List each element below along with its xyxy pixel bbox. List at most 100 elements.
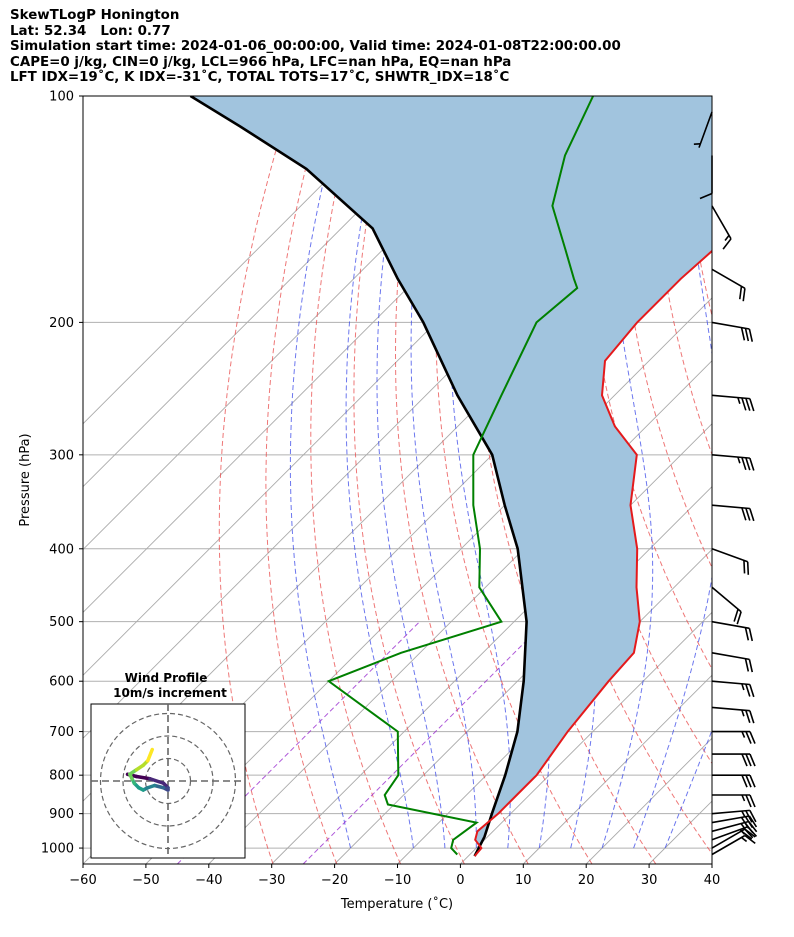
dry-adiabat-line [616, 96, 712, 569]
wind-barb-staff [711, 834, 746, 856]
chart-title: SkewTLogP Honington [10, 8, 180, 23]
wind-barb-half-feather [724, 234, 730, 241]
wind-barb-full-feather [741, 457, 747, 471]
wind-barb-staff [711, 394, 750, 400]
axes: −60 −50 −40 −30 −20 −10 0 10 20 30 40 100 200 300 400 5… [41, 90, 720, 889]
wind-barb-staff [711, 706, 750, 712]
wind-barb-full-feather [749, 794, 756, 808]
y-tick-label: 100 [49, 90, 74, 105]
x-axis-label: Temperature (˚C) [340, 896, 453, 912]
x-tick-label: −10 [384, 873, 411, 888]
wind-barb-staff [711, 815, 750, 824]
wind-barb-full-feather [746, 561, 750, 575]
wind-barb [699, 155, 713, 200]
wind-barb-full-feather [738, 286, 743, 300]
wind-barb-staff [711, 586, 742, 613]
wind-barb-staff [711, 620, 750, 630]
wind-barb-full-feather [743, 827, 754, 839]
dry-adiabat-line [353, 96, 465, 864]
moist-adiabat-line [376, 96, 446, 849]
x-tick-label: 30 [641, 873, 658, 888]
wind-barb-staff [711, 454, 750, 459]
wind-barb [711, 815, 758, 829]
cape-cin-shading [190, 96, 712, 857]
dry-adiabat-line [218, 96, 293, 864]
mixing-ratio-line [302, 531, 636, 864]
wind-barb-half-feather [740, 836, 748, 843]
wind-barb-staff [711, 205, 732, 240]
x-tick-label: −50 [132, 873, 159, 888]
wind-barb-half-feather [737, 397, 741, 405]
x-tick-label: 40 [704, 873, 721, 888]
time-line: Simulation start time: 2024-01-06_00:00:… [10, 39, 621, 54]
moist-adiabat-line [345, 96, 414, 849]
wind-barb-full-feather [741, 774, 748, 788]
moist-adiabat-line [410, 96, 477, 849]
wind-barb-full-feather [741, 397, 747, 411]
isotherm-line [83, 96, 474, 488]
wind-barb-full-feather [745, 753, 752, 767]
wind-barb-full-feather [745, 683, 751, 697]
wind-barb-staff [711, 828, 746, 849]
wind-barb-full-feather [745, 507, 751, 521]
wind-barb [711, 809, 757, 823]
wind-barb-full-feather [742, 288, 746, 302]
wind-barb-full-feather [748, 628, 754, 642]
wind-barb-staff [711, 820, 749, 833]
isotherm-line [271, 423, 712, 864]
temperature-line [473, 249, 712, 857]
wind-barb [711, 454, 755, 471]
wind-barbs [693, 111, 758, 856]
y-tick-label: 200 [49, 316, 74, 331]
y-axis-label: Pressure (hPa) [18, 433, 33, 526]
wind-barb-full-feather [749, 457, 755, 471]
inset-content [91, 704, 245, 858]
wind-barb-full-feather [745, 457, 751, 471]
wind-barb [693, 111, 713, 148]
wind-barb-full-feather [743, 560, 746, 574]
hodograph-segment [146, 747, 154, 763]
y-tick-label: 400 [49, 542, 74, 557]
y-tick-label: 1000 [41, 842, 74, 857]
wind-barb [711, 394, 755, 412]
wind-barb-half-feather [741, 683, 745, 691]
wind-barb-half-feather [737, 456, 741, 464]
y-tick-label: 800 [49, 769, 74, 784]
wind-barb-half-feather [741, 810, 746, 818]
wind-barb-staff [711, 321, 750, 330]
moist-adiabat-line [449, 96, 511, 849]
wind-barb-full-feather [744, 816, 754, 829]
wind-barb-full-feather [741, 507, 747, 521]
wind-barb-full-feather [749, 508, 755, 522]
wind-barb-full-feather [749, 753, 756, 767]
indices-line: LFT IDX=19˚C, K IDX=-31˚C, TOTAL TOTS=17… [10, 70, 510, 85]
dry-adiabat-line [547, 96, 712, 765]
wind-barb [711, 652, 754, 673]
wind-barb [711, 548, 750, 575]
wind-barb [711, 706, 755, 724]
wind-barb-half-feather [741, 794, 746, 802]
wind-barb-half-feather [741, 731, 746, 738]
wind-barb [711, 504, 755, 522]
wind-barb-full-feather [722, 238, 732, 250]
profile-series [189, 96, 712, 857]
wind-barb [712, 774, 756, 788]
y-tick-label: 700 [49, 725, 74, 740]
wind-profile-inset [90, 703, 246, 859]
wind-barb [711, 586, 742, 625]
moist-adiabat-line [289, 96, 351, 849]
x-tick-label: 10 [515, 873, 532, 888]
isotherm-line [711, 863, 712, 864]
wind-barb-full-feather [748, 659, 754, 673]
location-line: Lat: 52.34 Lon: 0.77 [10, 23, 171, 39]
wind-barb [711, 268, 746, 302]
wind-barb [711, 620, 754, 642]
wind-barb-full-feather [745, 731, 752, 744]
x-tick-label: −60 [69, 873, 96, 888]
wind-barb-full-feather [744, 834, 756, 845]
y-tick-label: 900 [49, 807, 74, 822]
wind-barb-full-feather [745, 774, 752, 788]
wind-barb-full-feather [740, 816, 750, 829]
x-tick-label: −30 [258, 873, 285, 888]
